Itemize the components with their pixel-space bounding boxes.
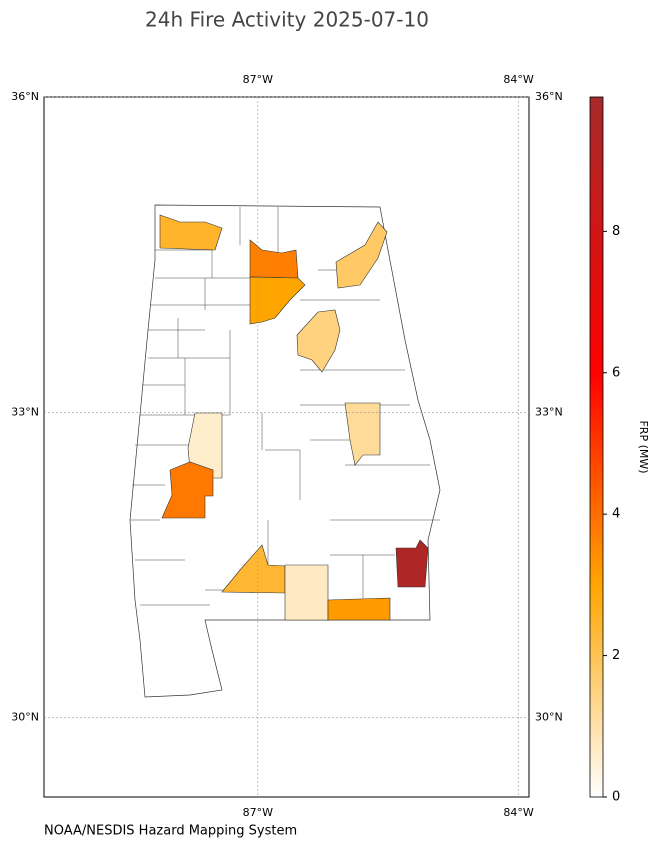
fire-county <box>249 276 306 325</box>
fire-county <box>327 597 391 621</box>
colorbar-tick-label: 8 <box>612 224 620 239</box>
lat-label: 30°N <box>535 710 563 723</box>
colorbar-tick-label: 4 <box>612 507 620 522</box>
fire-county <box>335 221 388 289</box>
lat-label: 36°N <box>11 90 39 103</box>
fire-county <box>161 461 214 519</box>
fire-county <box>296 309 341 373</box>
lat-label: 33°N <box>11 405 39 418</box>
title: 24h Fire Activity 2025-07-10 <box>145 8 429 32</box>
fire-county <box>159 214 223 251</box>
fire-county <box>395 539 429 588</box>
fire-county <box>344 402 381 466</box>
lat-label: 36°N <box>535 90 563 103</box>
lat-label: 30°N <box>11 710 39 723</box>
fire-regions <box>159 214 429 621</box>
lon-label: 84°W <box>503 806 533 819</box>
map-frame <box>43 96 530 798</box>
colorbar-label: FRP (MW) <box>637 420 650 473</box>
colorbar <box>589 96 604 798</box>
lon-label: 87°W <box>243 806 273 819</box>
colorbar-tick-label: 0 <box>612 790 620 805</box>
credit: NOAA/NESDIS Hazard Mapping System <box>44 824 297 839</box>
colorbar-tick-label: 6 <box>612 365 620 380</box>
state-outline <box>129 204 441 698</box>
colorbar-tick-label: 2 <box>612 648 620 663</box>
lat-label: 33°N <box>535 405 563 418</box>
lon-label: 87°W <box>243 73 273 86</box>
fire-county <box>284 564 329 621</box>
lon-label: 84°W <box>503 73 533 86</box>
